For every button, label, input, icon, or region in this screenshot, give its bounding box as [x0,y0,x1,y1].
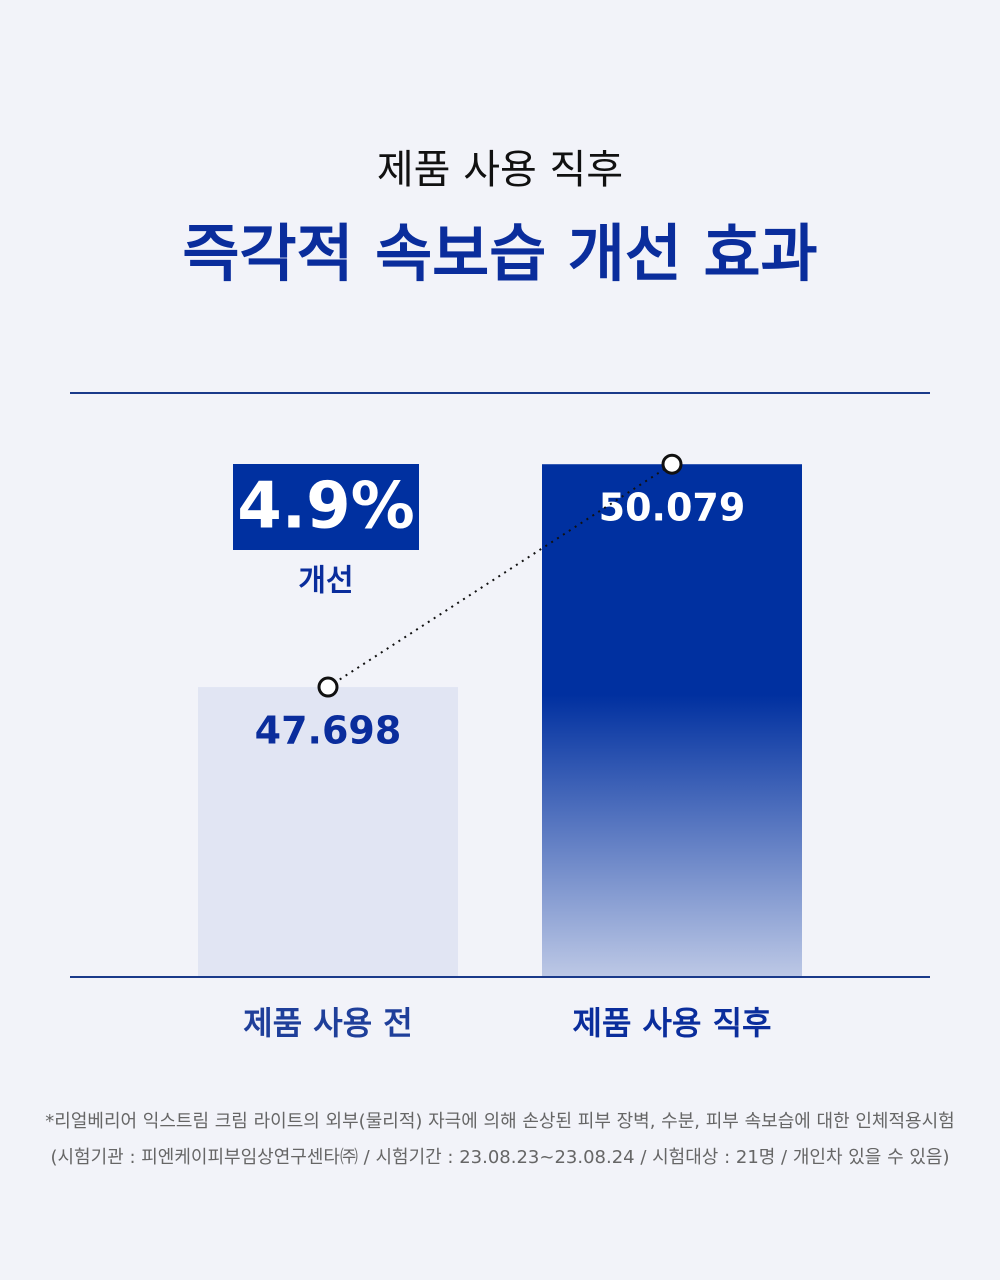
point [317,676,339,698]
value-label: 47.698 [255,709,402,753]
chart-title: 즉각적 속보습 개선 효과 [182,217,817,290]
bar [198,687,458,977]
annotation-box [233,464,419,550]
bar [542,464,802,977]
footnote: (시험기관 : 피엔케이피부임상연구센타㈜ / 시험기간 : 23.08.23~… [50,1147,949,1168]
point [661,453,683,475]
value-label: 50.079 [599,486,746,530]
x-tick-label: 제품 사용 직후 [573,1004,772,1042]
connector [327,463,673,688]
chart-subtitle: 제품 사용 직후 [377,147,623,193]
x-tick-label: 제품 사용 전 [243,1004,412,1042]
annotation-note: 개선 [298,564,353,599]
footnote: *리얼베리어 익스트림 크림 라이트의 외부(물리적) 자극에 의해 손상된 피… [45,1111,954,1132]
annotation: 4.9% [237,470,415,544]
